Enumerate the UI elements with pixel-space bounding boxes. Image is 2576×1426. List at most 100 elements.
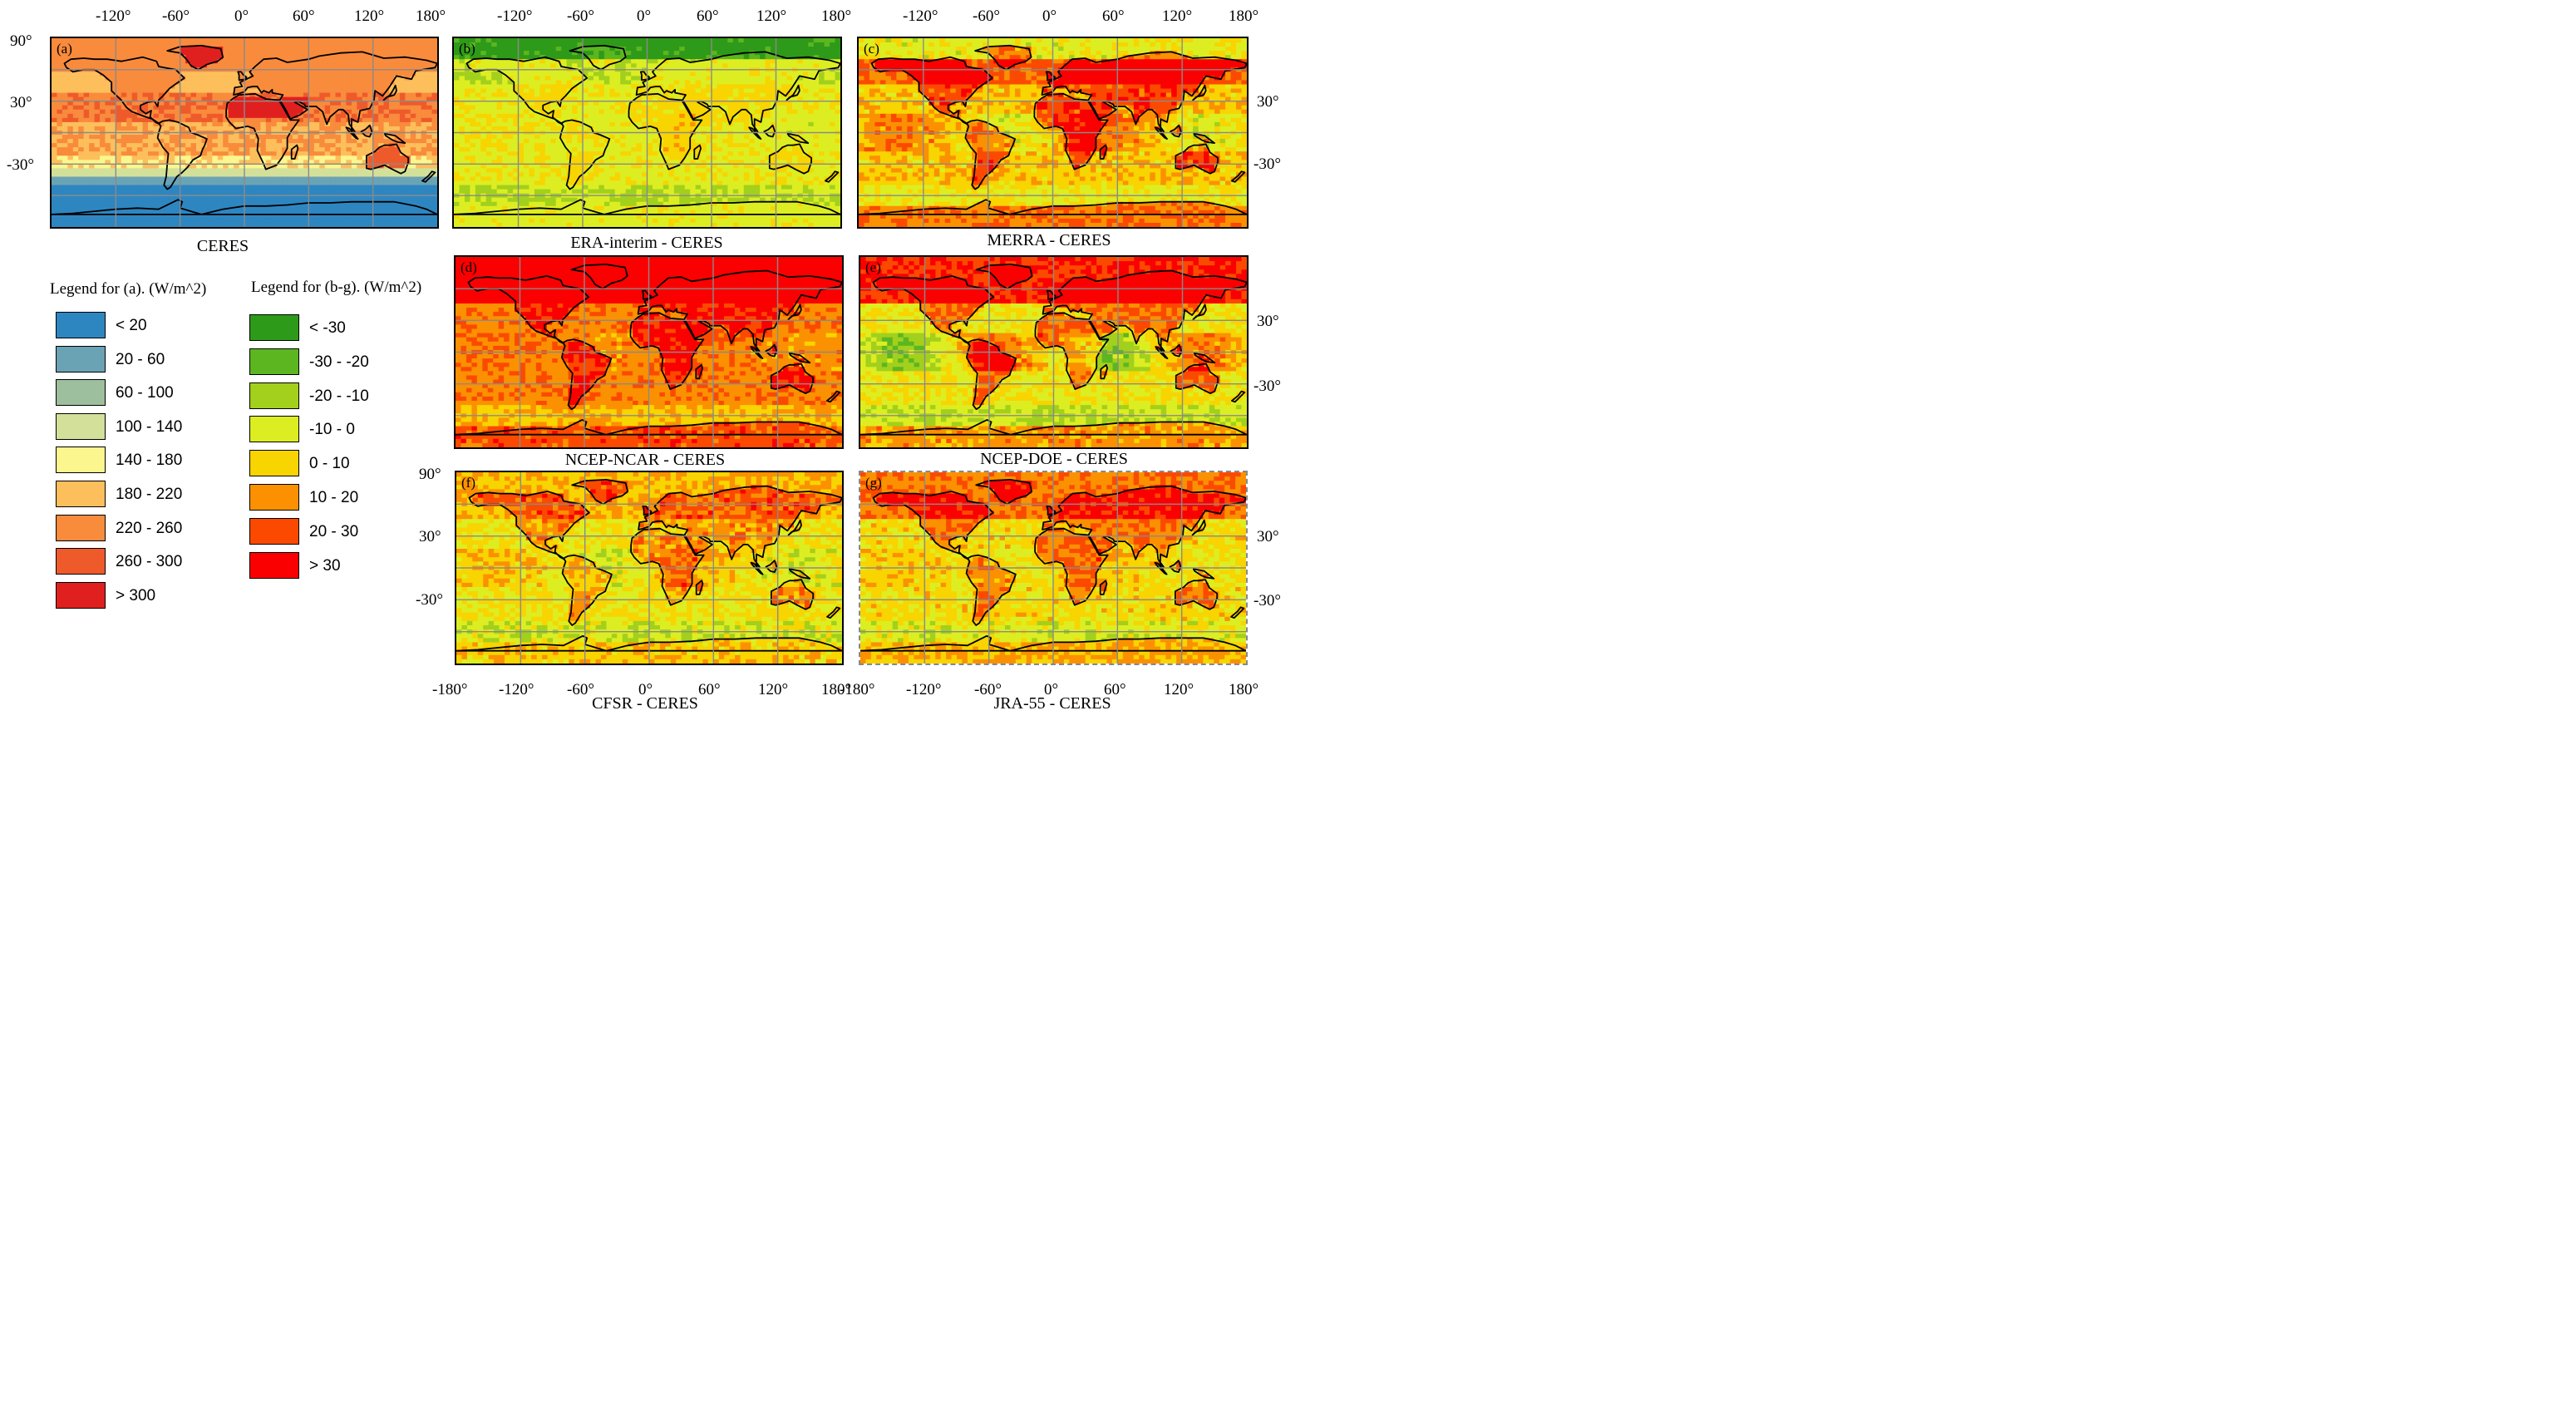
legend-swatch <box>56 548 106 575</box>
lon-tick: 60° <box>293 8 315 24</box>
lon-tick: -60° <box>974 682 1002 698</box>
map-panel-ncep-doe: (e) <box>859 255 1249 449</box>
figure: -120° -60° 0° 60° 120° 180° -120° -60° 0… <box>0 0 1297 718</box>
panel-label: (c) <box>864 41 879 57</box>
panel-title-g: JRA-55 - CERES <box>993 695 1111 712</box>
lon-tick: 120° <box>1162 8 1192 24</box>
map-svg <box>456 472 842 664</box>
legend-swatch <box>249 348 299 375</box>
lat-tick: -30° <box>1254 156 1281 172</box>
lat-tick: -30° <box>7 157 34 173</box>
lon-tick: -60° <box>567 682 594 698</box>
legend-swatch <box>56 379 106 407</box>
legend-swatch <box>56 447 106 474</box>
panel-label: (d) <box>461 259 477 276</box>
legend-label: > 30 <box>309 557 341 575</box>
legend-a-title: Legend for (a). (W/m^2) <box>50 280 206 299</box>
legend-label: -20 - -10 <box>309 387 369 406</box>
lat-tick: 30° <box>419 529 441 545</box>
legend-swatch <box>56 581 106 609</box>
map-field <box>860 257 1247 447</box>
lon-tick: 0° <box>637 8 651 24</box>
lon-tick: 60° <box>697 8 719 24</box>
lat-tick: 90° <box>419 466 441 482</box>
lon-tick: 0° <box>1042 8 1057 24</box>
coastlines <box>860 263 1247 436</box>
legend-swatch <box>56 345 106 373</box>
map-field <box>859 38 1247 227</box>
graticule <box>859 38 1247 227</box>
lon-tick: 180° <box>821 682 851 698</box>
legend-label: 0 - 10 <box>309 455 350 473</box>
legend-label: 100 - 140 <box>116 418 182 437</box>
lon-tick: 60° <box>698 682 721 698</box>
panel-title-a: CERES <box>197 238 249 254</box>
legend-label: -30 - -20 <box>309 353 369 372</box>
legend-swatch <box>249 450 299 477</box>
graticule <box>456 257 842 447</box>
legend-label: < 20 <box>116 317 147 335</box>
lon-tick: 180° <box>821 8 851 24</box>
lon-tick: -120° <box>903 8 938 24</box>
lon-tick: 60° <box>1102 8 1125 24</box>
lon-tick: 180° <box>1229 8 1258 24</box>
lon-tick: -180° <box>840 682 874 698</box>
coastlines <box>859 44 1247 215</box>
lon-tick: 120° <box>758 682 788 698</box>
lat-tick: -30° <box>416 592 443 608</box>
map-svg <box>860 257 1247 447</box>
lon-tick: -60° <box>973 8 1000 24</box>
lat-tick: -30° <box>1254 378 1281 394</box>
graticule <box>860 472 1246 664</box>
legend-swatch <box>249 382 299 409</box>
legend-bg-title: Legend for (b-g). (W/m^2) <box>251 279 421 297</box>
legend-label: 20 - 60 <box>116 351 165 369</box>
panel-title-c: MERRA - CERES <box>988 232 1111 249</box>
panel-label: (g) <box>865 475 882 491</box>
lon-tick: 120° <box>354 8 384 24</box>
map-svg <box>456 257 842 447</box>
map-panel-merra: (c) <box>857 37 1249 229</box>
panel-label: (b) <box>459 41 475 57</box>
legend-label: 60 - 100 <box>116 384 174 402</box>
legend-label: 260 - 300 <box>116 553 182 571</box>
legend-label: < -30 <box>309 319 346 338</box>
lon-tick: -120° <box>499 682 534 698</box>
legend-label: 140 - 180 <box>116 451 182 470</box>
lon-tick: 0° <box>234 8 249 24</box>
lon-tick: 180° <box>416 8 446 24</box>
legend-swatch <box>249 551 299 579</box>
legend-swatch <box>249 484 299 511</box>
lat-tick: 30° <box>1257 313 1279 329</box>
legend-swatch <box>249 314 299 341</box>
lon-tick: -120° <box>906 682 941 698</box>
legend-swatch <box>249 416 299 443</box>
panel-title-f: CFSR - CERES <box>592 695 698 712</box>
panel-title-b: ERA-interim - CERES <box>570 234 722 251</box>
graticule <box>454 38 840 227</box>
lon-tick: 120° <box>1164 682 1194 698</box>
lon-tick: -60° <box>162 8 190 24</box>
map-svg <box>859 38 1247 227</box>
map-panel-jra55: (g) <box>859 471 1248 665</box>
panel-label: (f) <box>461 475 475 491</box>
panel-label: (a) <box>57 41 72 57</box>
map-svg <box>454 38 840 227</box>
lon-tick: -60° <box>567 8 594 24</box>
legend-label: 220 - 260 <box>116 520 182 538</box>
map-panel-ncep-ncar: (d) <box>454 255 844 449</box>
legend-label: -10 - 0 <box>309 421 355 439</box>
graticule <box>52 38 437 227</box>
panel-title-d: NCEP-NCAR - CERES <box>565 451 725 468</box>
legend-label: 10 - 20 <box>309 489 358 507</box>
map-field <box>52 38 437 227</box>
map-svg <box>860 472 1246 664</box>
legend-swatch <box>56 514 106 541</box>
lat-tick: 30° <box>1257 529 1279 545</box>
map-panel-cfsr: (f) <box>455 471 844 665</box>
panel-title-e: NCEP-DOE - CERES <box>980 451 1128 467</box>
legend-swatch <box>56 412 106 440</box>
lat-tick: 90° <box>10 33 32 49</box>
lon-tick: 0° <box>638 682 653 698</box>
legend-swatch <box>249 517 299 545</box>
